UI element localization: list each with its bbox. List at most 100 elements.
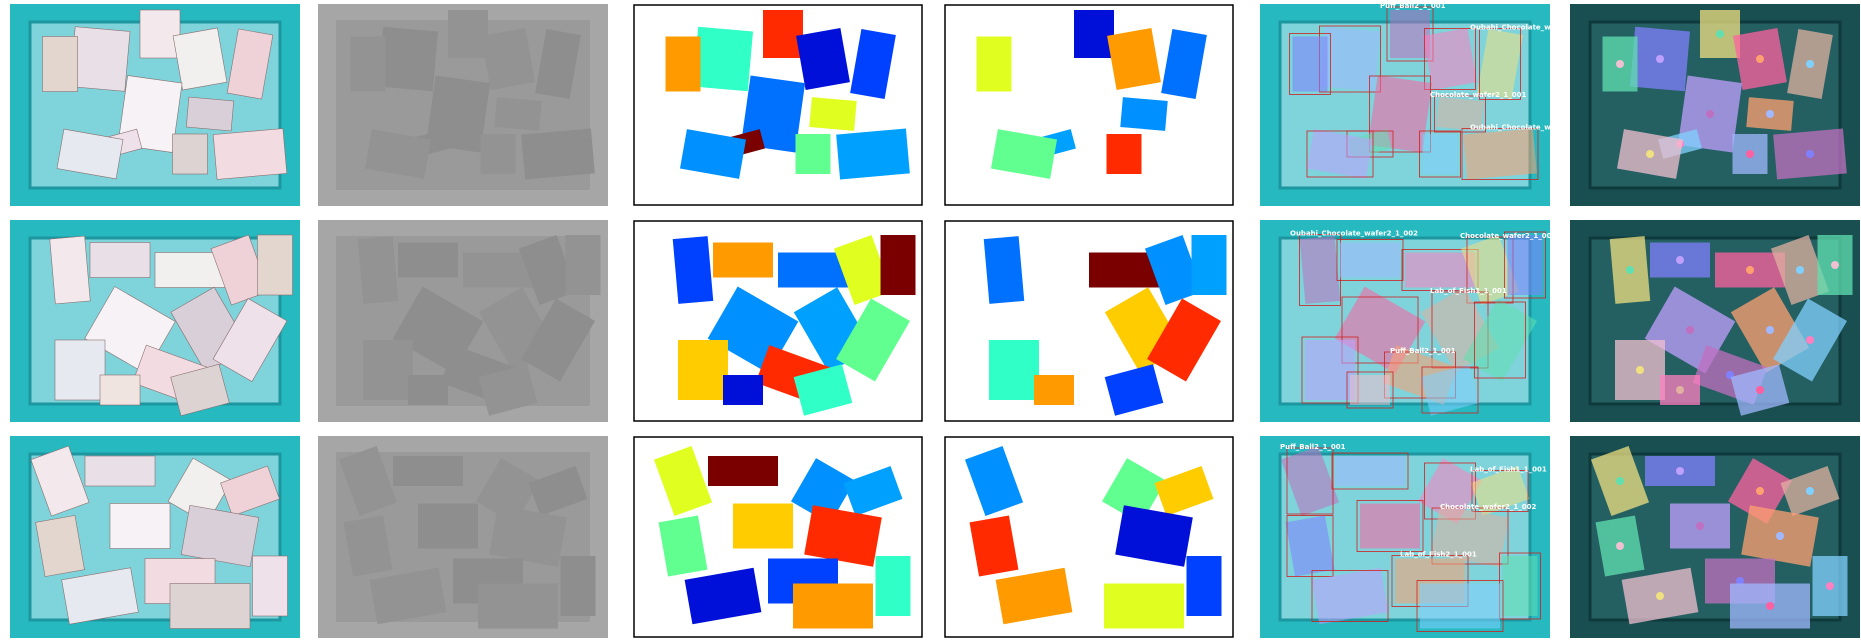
object bbox=[836, 298, 910, 382]
object bbox=[1436, 97, 1484, 131]
bbox bbox=[1424, 28, 1476, 90]
object-label: Lab_of_Fish1_1_001 bbox=[1430, 287, 1507, 295]
object bbox=[109, 503, 171, 549]
object bbox=[723, 375, 763, 405]
bbox bbox=[1286, 447, 1334, 515]
object bbox=[363, 340, 413, 400]
object bbox=[1390, 10, 1430, 58]
center-dot bbox=[1756, 487, 1764, 495]
bbox bbox=[1416, 580, 1504, 632]
object bbox=[796, 28, 850, 90]
object bbox=[793, 583, 873, 629]
object bbox=[1034, 375, 1074, 405]
object bbox=[448, 10, 488, 58]
panel bbox=[633, 436, 923, 638]
object bbox=[521, 298, 595, 382]
object bbox=[535, 28, 581, 100]
panel bbox=[944, 220, 1234, 422]
center-dot bbox=[1616, 477, 1624, 485]
object bbox=[843, 466, 903, 516]
panel bbox=[944, 436, 1234, 638]
object bbox=[54, 339, 106, 401]
object bbox=[684, 567, 762, 625]
object bbox=[809, 97, 857, 131]
object bbox=[1422, 134, 1458, 174]
object bbox=[154, 252, 226, 288]
bbox bbox=[1431, 507, 1509, 565]
object bbox=[989, 340, 1039, 400]
bbox bbox=[1356, 500, 1424, 552]
object bbox=[1147, 298, 1221, 382]
bbox bbox=[1474, 301, 1526, 379]
bbox bbox=[1331, 452, 1409, 490]
object bbox=[42, 36, 78, 92]
object bbox=[976, 36, 1012, 92]
object bbox=[964, 445, 1024, 517]
object bbox=[804, 505, 882, 567]
bbox bbox=[1341, 296, 1419, 364]
center-dot bbox=[1796, 266, 1804, 274]
panel bbox=[10, 4, 300, 206]
center-dot bbox=[1806, 336, 1814, 344]
bbox bbox=[1471, 470, 1529, 512]
center-dot bbox=[1636, 366, 1644, 374]
object bbox=[212, 298, 288, 382]
bbox bbox=[1461, 128, 1539, 180]
object bbox=[795, 134, 831, 174]
object bbox=[418, 503, 478, 549]
object bbox=[565, 235, 601, 295]
panel bbox=[318, 220, 608, 422]
object bbox=[679, 129, 747, 179]
object-label: Chocolate_wafer2_1_002 bbox=[1440, 503, 1537, 511]
center-dot bbox=[1806, 150, 1814, 158]
center-dot bbox=[1806, 487, 1814, 495]
object bbox=[489, 505, 567, 567]
center-dot bbox=[1826, 582, 1834, 590]
object bbox=[1299, 236, 1341, 304]
center-dot bbox=[1686, 326, 1694, 334]
object bbox=[481, 28, 535, 90]
object bbox=[1463, 128, 1537, 180]
object bbox=[713, 242, 773, 278]
object bbox=[252, 555, 288, 617]
object bbox=[1360, 503, 1420, 549]
object bbox=[733, 503, 793, 549]
object bbox=[1502, 556, 1538, 616]
center-dot bbox=[1831, 261, 1839, 269]
center-dot bbox=[1656, 592, 1664, 600]
object bbox=[1154, 466, 1214, 516]
object-label: Puff_Ball2_1_001 bbox=[1380, 2, 1446, 10]
bbox bbox=[1419, 130, 1461, 178]
object bbox=[350, 36, 386, 92]
center-dot bbox=[1766, 326, 1774, 334]
object bbox=[1285, 515, 1335, 577]
object bbox=[1104, 583, 1184, 629]
object bbox=[99, 374, 141, 406]
center-dot bbox=[1676, 467, 1684, 475]
object bbox=[343, 515, 393, 577]
bbox bbox=[1289, 33, 1331, 95]
object bbox=[692, 26, 754, 92]
center-dot bbox=[1676, 256, 1684, 264]
object bbox=[1463, 298, 1537, 382]
object bbox=[357, 236, 399, 304]
object bbox=[1104, 364, 1164, 416]
center-dot bbox=[1746, 266, 1754, 274]
object bbox=[658, 515, 708, 577]
panel: Puff_Ball2_1_001 Oubahi_Chocolate_wafer2_… bbox=[1260, 2, 1550, 206]
object bbox=[226, 28, 274, 100]
object bbox=[1191, 235, 1227, 295]
bbox bbox=[1311, 570, 1389, 622]
center-dot bbox=[1766, 602, 1774, 610]
object bbox=[1319, 26, 1381, 92]
panel bbox=[633, 220, 923, 422]
object bbox=[170, 363, 230, 417]
object bbox=[69, 26, 131, 92]
panel bbox=[318, 436, 608, 638]
object bbox=[172, 27, 228, 91]
bbox bbox=[1286, 515, 1334, 577]
object bbox=[1306, 129, 1374, 179]
bbox bbox=[1306, 130, 1374, 178]
object bbox=[969, 515, 1019, 577]
